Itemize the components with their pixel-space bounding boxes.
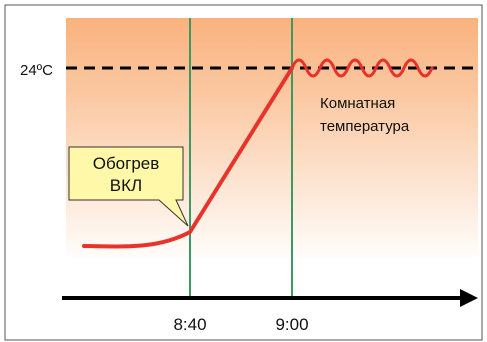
tick-label-840: 8:40 (173, 315, 206, 334)
heating-on-callout (68, 146, 189, 227)
temperature-curve (82, 66, 294, 249)
tick-label-900: 9:00 (275, 315, 308, 334)
callout-line-2: ВКЛ (110, 176, 142, 195)
room-temp-label-line-1: Комнатная (320, 95, 395, 112)
time-axis-arrowhead (460, 289, 478, 307)
room-temperature-oscillation (290, 58, 434, 78)
room-temp-label-line-2: температура (320, 118, 410, 135)
warm-band (66, 18, 478, 258)
setpoint-label: 24ºC (20, 62, 53, 79)
callout-line-1: Обогрев (93, 154, 160, 173)
